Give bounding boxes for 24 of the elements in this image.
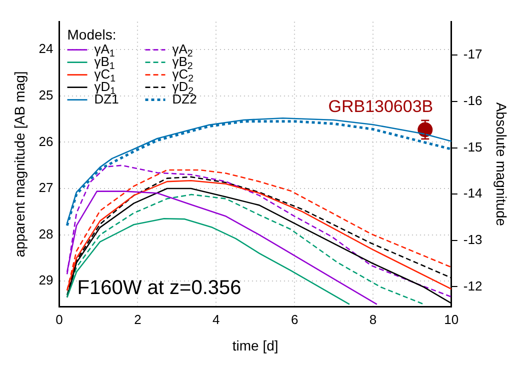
y2-tick-label: -16	[463, 93, 482, 108]
legend-title: Models:	[67, 26, 116, 43]
y-tick-label: 25	[38, 87, 54, 102]
y-tick-label: 24	[38, 41, 54, 56]
x-tick-label: 8	[369, 312, 377, 327]
y2-tick-label: -14	[463, 186, 482, 201]
y2-axis-title: Absolute magnitude	[494, 102, 510, 226]
y2-tick-label: -17	[463, 46, 482, 62]
y-tick-label: 28	[38, 226, 54, 242]
y2-tick-label: -13	[463, 232, 482, 247]
annotation: F160W at z=0.356	[77, 277, 242, 300]
y-tick-label: 26	[38, 134, 54, 149]
y-tick-label: 27	[38, 180, 54, 196]
x-axis-title: time [d]	[232, 337, 278, 354]
x-tick-label: 2	[134, 312, 142, 327]
y-tick-label: 29	[38, 272, 54, 288]
y2-tick-label: -12	[463, 278, 482, 294]
x-tick-label: 0	[56, 312, 63, 327]
x-tick-label: 10	[444, 312, 459, 327]
y-axis-title: apparent magnitude [AB mag]	[11, 71, 28, 258]
y2-tick-label: -15	[463, 139, 482, 154]
x-tick-label: 6	[290, 312, 298, 327]
x-tick-label: 4	[212, 312, 220, 327]
series-label: GRB130603B	[328, 96, 434, 116]
